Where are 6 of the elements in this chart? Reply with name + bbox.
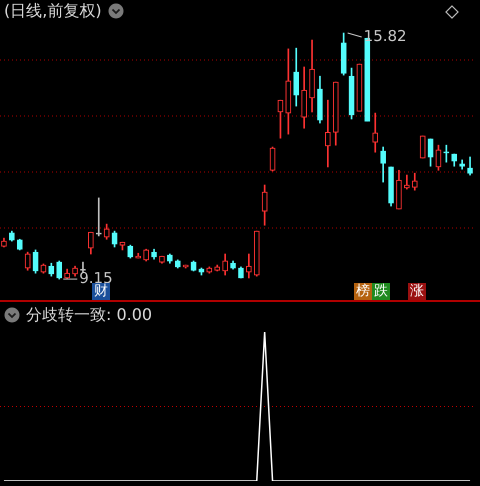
text: 跌	[372, 283, 390, 300]
annotation: 15.82	[364, 26, 407, 45]
text: 涨	[408, 283, 426, 300]
chart-title: (日线,前复权)	[4, 1, 102, 21]
chart-title: 分歧转一致: 0.00	[26, 305, 152, 325]
text: 榜	[354, 283, 372, 300]
